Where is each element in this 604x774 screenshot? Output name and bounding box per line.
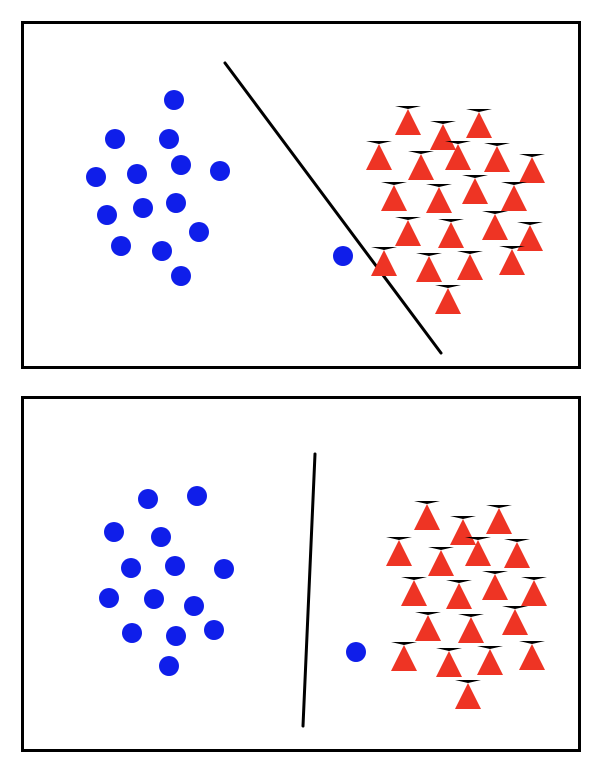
triangle-marker xyxy=(445,141,471,170)
triangle-marker xyxy=(521,577,547,606)
circle-marker xyxy=(104,522,124,542)
triangle-marker xyxy=(455,680,481,709)
circle-marker xyxy=(151,527,171,547)
triangle-marker xyxy=(462,175,488,204)
circle-marker xyxy=(159,656,179,676)
circle-marker xyxy=(214,559,234,579)
circle-marker xyxy=(333,246,353,266)
triangle-marker xyxy=(381,182,407,211)
triangle-marker xyxy=(391,642,417,671)
circle-marker xyxy=(166,193,186,213)
circle-marker xyxy=(152,241,172,261)
triangle-marker xyxy=(371,247,397,276)
triangle-marker xyxy=(482,211,508,240)
triangle-marker xyxy=(446,580,472,609)
triangle-marker xyxy=(465,537,491,566)
circle-marker xyxy=(189,222,209,242)
triangle-marker xyxy=(457,251,483,280)
triangle-marker xyxy=(501,182,527,211)
circle-marker xyxy=(97,205,117,225)
triangle-marker xyxy=(401,577,427,606)
triangle-marker xyxy=(436,648,462,677)
triangle-marker xyxy=(482,571,508,600)
triangle-marker xyxy=(466,109,492,138)
triangle-marker xyxy=(395,217,421,246)
triangle-marker xyxy=(438,219,464,248)
circle-marker xyxy=(144,589,164,609)
bottom-panel xyxy=(21,396,581,752)
circle-marker xyxy=(171,155,191,175)
triangle-marker xyxy=(426,184,452,213)
triangle-marker xyxy=(428,547,454,576)
triangle-marker xyxy=(395,106,421,135)
circle-marker xyxy=(204,620,224,640)
circle-marker xyxy=(159,129,179,149)
triangle-marker xyxy=(519,641,545,670)
separator-line xyxy=(24,24,584,372)
circle-marker xyxy=(105,129,125,149)
triangle-marker xyxy=(519,154,545,183)
circle-marker xyxy=(187,486,207,506)
circle-marker xyxy=(99,588,119,608)
circle-marker xyxy=(166,626,186,646)
triangle-marker xyxy=(414,501,440,530)
circle-marker xyxy=(127,164,147,184)
circle-marker xyxy=(346,642,366,662)
circle-marker xyxy=(171,266,191,286)
top-panel xyxy=(21,21,581,369)
circle-marker xyxy=(133,198,153,218)
triangle-marker xyxy=(486,505,512,534)
triangle-marker xyxy=(477,646,503,675)
triangle-marker xyxy=(499,246,525,275)
circle-marker xyxy=(138,489,158,509)
triangle-marker xyxy=(366,141,392,170)
circle-marker xyxy=(210,161,230,181)
triangle-marker xyxy=(504,539,530,568)
circle-marker xyxy=(165,556,185,576)
circle-marker xyxy=(111,236,131,256)
figure-container xyxy=(0,0,604,774)
triangle-marker xyxy=(386,537,412,566)
triangle-marker xyxy=(484,143,510,172)
circle-marker xyxy=(184,596,204,616)
circle-marker xyxy=(121,558,141,578)
triangle-marker xyxy=(502,606,528,635)
circle-marker xyxy=(164,90,184,110)
triangle-marker xyxy=(435,285,461,314)
triangle-marker xyxy=(408,151,434,180)
triangle-marker xyxy=(415,612,441,641)
triangle-marker xyxy=(458,614,484,643)
circle-marker xyxy=(86,167,106,187)
circle-marker xyxy=(122,623,142,643)
triangle-marker xyxy=(416,253,442,282)
